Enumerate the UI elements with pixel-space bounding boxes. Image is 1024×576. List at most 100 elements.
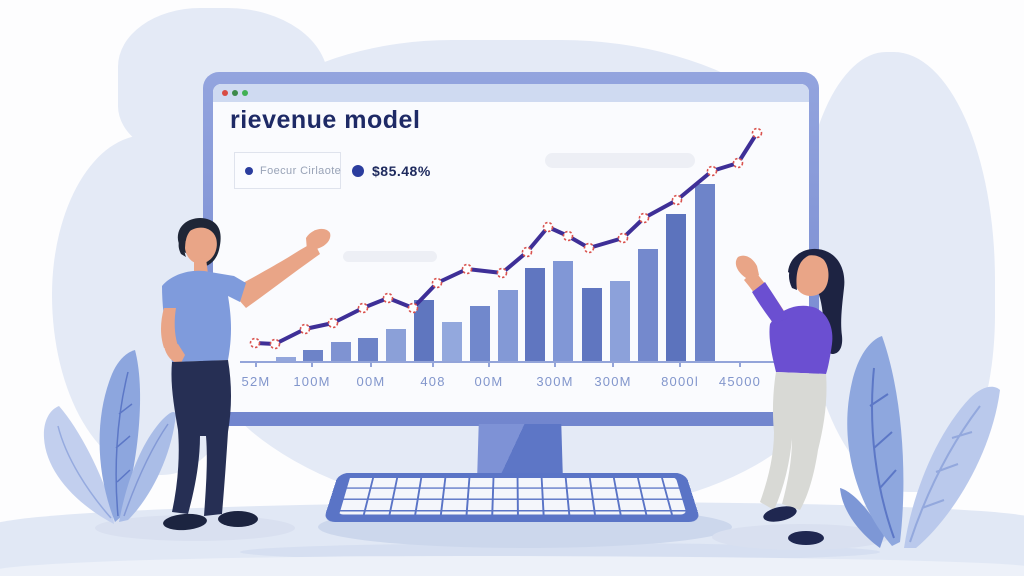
bar [695,184,715,362]
data-point-marker [357,302,369,314]
monitor-stand [477,424,563,482]
bar [386,329,406,362]
bar [470,306,490,362]
data-point-marker [431,277,443,289]
man-neck [194,258,208,275]
bar [331,342,351,362]
man-shoe [163,513,207,531]
man-arm-extended [230,242,320,308]
window-maximize-button[interactable] [242,90,248,96]
leaf [99,350,141,522]
man-forearm [161,308,178,348]
leaf [904,386,1000,548]
data-point-marker [542,221,554,233]
man-shoe [218,511,258,527]
floor-highlight [0,556,1024,576]
placeholder-pill [343,251,437,262]
bar [358,338,378,362]
data-point-marker [461,263,473,275]
legend-dot-icon [245,166,253,175]
x-tick-label: 00M [357,374,386,389]
leaf-vein [123,423,169,517]
x-tick-label: 52M [242,374,271,389]
browser-window: rievenue model Foecur Cirlaote $85.48% 5… [213,84,809,412]
x-tick-label: 00M [475,374,504,389]
revenue-chart-svg: 52M 100M 00M 408 00M 300M 300M 8000l 45000 [240,127,778,389]
woman-shoe [788,531,824,545]
browser-titlebar [213,84,809,102]
x-tick-label: 100M [293,374,330,389]
man-face [185,227,217,264]
legend-value: $85.48% [372,162,431,179]
plant-right [840,336,1000,548]
woman-sleeve [752,282,788,324]
bar [442,322,462,362]
leaf [840,488,884,548]
legend-dot-icon [352,164,364,177]
data-point-marker [382,292,394,304]
x-tick-label: 300M [594,374,631,389]
keyboard [323,472,701,522]
data-point-marker [638,212,650,224]
data-point-marker [583,242,595,254]
leaf-vein [57,425,112,519]
window-close-button[interactable] [222,90,228,96]
data-point-marker [299,323,311,335]
window-minimize-button[interactable] [232,90,238,96]
bar [610,281,630,362]
leaf-vein [115,371,133,517]
keyboard-keys [337,476,687,515]
data-point-marker [562,230,574,242]
data-point-marker [496,267,508,279]
legend-label: Foecur Cirlaote [260,164,342,177]
data-point-marker [751,127,763,139]
woman-top [769,305,833,374]
bar [303,350,323,362]
presenter-man [161,218,331,531]
bar [638,249,658,362]
data-point-marker [327,317,339,329]
bar [414,300,434,362]
data-point-marker [617,232,629,244]
bar [582,288,602,362]
placeholder-pill [545,153,695,168]
woman-shoe [763,506,797,522]
bar [498,290,518,362]
leaf-vein [869,367,897,539]
woman-hand [735,255,759,281]
x-tick-label: 45000 [719,374,761,389]
bar [525,268,545,362]
man-hand [306,228,331,251]
plant-left [43,350,176,524]
man-hair-front [178,220,206,257]
bar [553,261,573,362]
woman-pants [760,372,827,510]
leaf [847,336,904,546]
data-point-marker [671,194,683,206]
data-point-marker [407,302,419,314]
woman-hair-front [788,250,824,290]
bar [276,357,296,362]
x-tick-label: 408 [420,374,445,389]
data-point-marker [521,246,533,258]
bar [666,214,686,362]
woman-face [793,255,829,296]
leaf-vein [909,405,981,543]
man-pants [171,360,231,516]
data-point-marker [269,338,281,350]
data-point-marker [732,157,744,169]
man-hand-pocket [164,344,185,365]
legend-item-1: Foecur Cirlaote [234,152,341,189]
revenue-chart: 52M 100M 00M 408 00M 300M 300M 8000l 45000 [230,120,790,400]
man-shirt [162,270,246,362]
x-tick-label: 300M [536,374,573,389]
x-tick-label: 8000l [661,374,699,389]
page-title: rievenue model [230,106,421,134]
leaf [119,412,176,522]
data-point-marker [249,337,261,349]
data-point-marker [706,165,718,177]
trend-line [253,131,759,346]
legend-item-2: $85.48% [352,152,431,189]
presenter-woman [735,248,845,545]
